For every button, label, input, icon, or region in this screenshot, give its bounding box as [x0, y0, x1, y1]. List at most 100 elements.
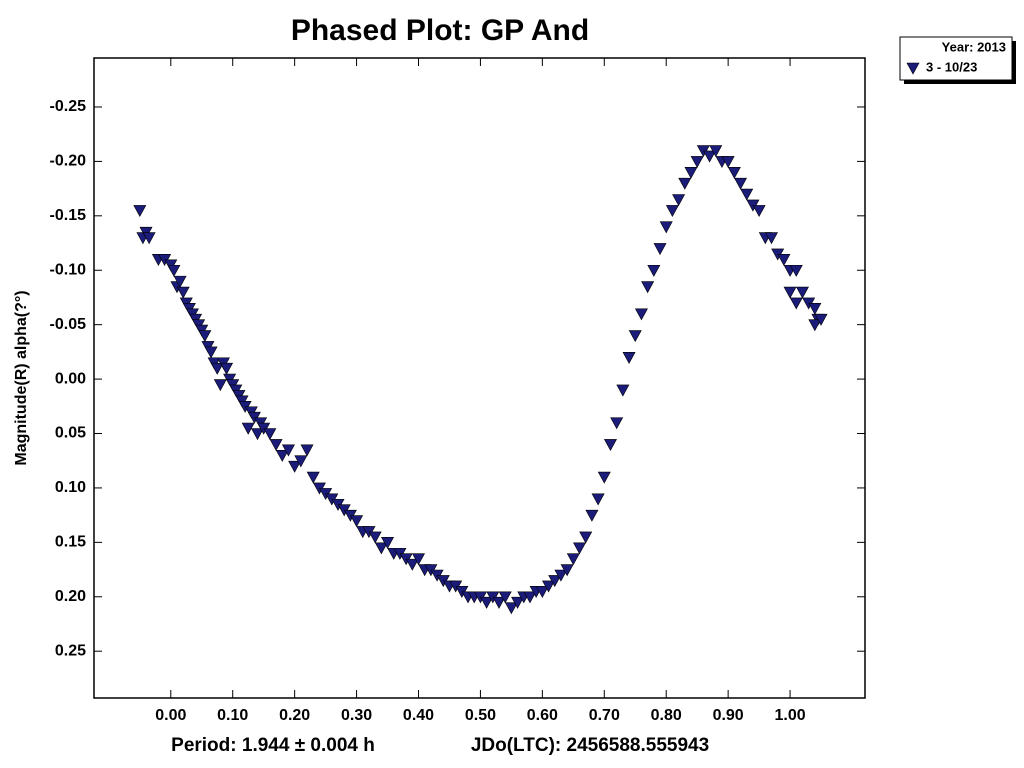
- data-point: [764, 232, 778, 245]
- x-tick-label: 0.10: [217, 707, 248, 724]
- epoch-label: JDo(LTC): 2456588.555943: [471, 735, 709, 756]
- data-point: [727, 166, 741, 179]
- period-label: Period: 1.944 ± 0.004 h: [171, 735, 375, 756]
- data-point: [665, 205, 679, 218]
- data-point: [752, 205, 766, 218]
- data-point: [204, 346, 218, 359]
- data-point: [808, 303, 822, 315]
- data-point: [616, 384, 630, 397]
- x-tick-label: 0.40: [403, 707, 434, 724]
- data-point: [634, 308, 648, 321]
- x-tick-label: 0.60: [527, 707, 558, 724]
- data-point: [176, 286, 190, 299]
- data-point: [288, 460, 302, 473]
- legend-title: Year: 2013: [942, 39, 1006, 54]
- x-tick-label: 0.80: [651, 707, 682, 724]
- x-tick-label: 0.50: [465, 707, 496, 724]
- x-tick-label: 0.70: [589, 707, 620, 724]
- data-point: [523, 591, 537, 604]
- data-point: [213, 379, 227, 392]
- data-point: [721, 156, 735, 169]
- y-tick-label: 0.05: [55, 425, 86, 442]
- x-tick-label: 0.30: [341, 707, 372, 724]
- data-point: [411, 553, 426, 566]
- data-point: [641, 281, 655, 294]
- data-point: [492, 596, 506, 609]
- y-tick-label: 0.10: [55, 479, 86, 496]
- data-point: [672, 194, 686, 207]
- data-point: [263, 428, 277, 441]
- data-point: [690, 156, 704, 169]
- data-point: [777, 254, 791, 266]
- y-tick-label: 0.20: [55, 588, 86, 605]
- data-point: [511, 596, 525, 609]
- data-point: [789, 297, 803, 310]
- data-point: [740, 188, 754, 201]
- data-point: [350, 515, 364, 528]
- y-tick-label: -0.15: [50, 207, 87, 224]
- data-point: [275, 449, 289, 462]
- data-point: [628, 330, 642, 343]
- data-point: [603, 439, 617, 452]
- data-point: [368, 531, 382, 544]
- data-point: [684, 166, 698, 179]
- data-point: [535, 586, 549, 598]
- legend-marker: [906, 62, 920, 75]
- data-point: [480, 596, 494, 609]
- data-point: [709, 145, 723, 158]
- data-point: [167, 264, 181, 277]
- data-point: [814, 313, 828, 326]
- y-tick-label: -0.05: [50, 316, 87, 333]
- data-point: [783, 286, 797, 299]
- data-point: [198, 330, 212, 343]
- data-point: [591, 493, 605, 506]
- data-point: [734, 177, 748, 190]
- legend-label: 3 - 10/23: [926, 59, 977, 74]
- x-tick-label: 0.90: [713, 707, 744, 724]
- data-point: [808, 319, 822, 332]
- data-point: [133, 205, 147, 218]
- y-axis-label: Magnitude(R) alpha(?°): [13, 290, 30, 465]
- data-point: [374, 542, 388, 555]
- data-point: [566, 553, 580, 566]
- data-point: [579, 531, 593, 544]
- y-tick-label: 0.15: [55, 534, 86, 551]
- data-point: [597, 471, 611, 484]
- data-point: [142, 232, 156, 245]
- data-point: [548, 575, 562, 588]
- data-point: [653, 243, 667, 256]
- data-point: [795, 286, 809, 299]
- data-point: [610, 417, 624, 430]
- y-tick-label: -0.20: [50, 153, 87, 170]
- x-tick-label: 0.20: [279, 707, 310, 724]
- data-point: [210, 362, 224, 375]
- data-point: [542, 580, 556, 593]
- data-point: [560, 564, 574, 577]
- y-tick-label: -0.25: [50, 98, 87, 115]
- data-point: [622, 352, 636, 364]
- data-point: [504, 602, 518, 615]
- data-point: [573, 542, 587, 555]
- data-point: [381, 537, 395, 549]
- data-point: [498, 591, 512, 604]
- y-tick-label: 0.25: [55, 642, 86, 659]
- chart-title: Phased Plot: GP And: [291, 14, 589, 47]
- data-point: [789, 264, 803, 277]
- x-tick-label: 1.00: [774, 707, 805, 724]
- data-point: [659, 221, 673, 234]
- legend-box: [899, 36, 1013, 81]
- data-point: [678, 177, 692, 190]
- data-point: [173, 275, 187, 288]
- plot-frame: [93, 57, 866, 699]
- data-point: [281, 444, 295, 457]
- data-point: [220, 362, 234, 375]
- data-point: [703, 150, 717, 163]
- y-tick-label: 0.00: [55, 370, 86, 387]
- y-tick-label: -0.10: [50, 261, 87, 278]
- data-point: [269, 439, 283, 452]
- data-point: [250, 428, 264, 441]
- data-point: [405, 558, 419, 571]
- data-point: [554, 569, 568, 582]
- x-tick-label: 0.00: [155, 707, 186, 724]
